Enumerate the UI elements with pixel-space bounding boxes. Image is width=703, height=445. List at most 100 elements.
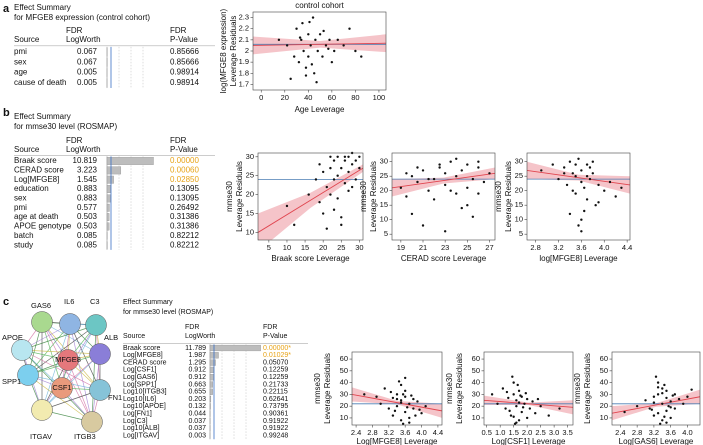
plot-frame [611, 351, 701, 426]
data-point [656, 381, 660, 384]
network-node [51, 377, 73, 399]
data-point [603, 189, 606, 192]
row-logworth: 0.883 [77, 184, 98, 193]
row-source: Log[SPP1] [123, 381, 157, 388]
data-point [591, 160, 595, 163]
data-point [403, 395, 407, 398]
row-logworth: 0.067 [77, 57, 98, 66]
column-header: FDR [170, 136, 187, 145]
row-pvalue: 0.85666 [170, 47, 199, 56]
network-node [89, 343, 111, 365]
data-point [405, 172, 408, 175]
data-point [313, 72, 316, 75]
row-logworth: 3.223 [77, 165, 98, 174]
plot-frame [391, 152, 496, 241]
table-subtitle: for mmse30 level (ROSMAP) [123, 309, 213, 316]
data-point [466, 204, 469, 207]
data-point [516, 383, 519, 387]
column-header: FDR [263, 324, 277, 331]
y-tick-label: 60 [472, 354, 480, 363]
row-pvalue: 0.12259 [263, 374, 288, 381]
x-tick-label: 4.0 [599, 243, 609, 252]
data-point [482, 180, 486, 184]
data-point [512, 381, 515, 384]
row-pvalue: 0.82212 [170, 240, 199, 249]
logworth-bar [209, 388, 213, 395]
data-point [387, 407, 391, 410]
row-source: sex [14, 57, 26, 66]
y-tick-label: 40 [340, 378, 348, 387]
data-point [551, 163, 554, 166]
y-tick-label: 2.1 [239, 35, 249, 44]
data-point [316, 49, 319, 53]
data-point [673, 407, 677, 410]
x-tick-label: 5 [267, 243, 271, 252]
logworth-bar [106, 166, 122, 175]
plot-frame [257, 152, 364, 241]
row-source: CERAD score [123, 359, 167, 366]
data-point [665, 396, 668, 400]
y-axis-label: Leverage Residuals [235, 161, 244, 232]
row-source: Log[C3] [123, 418, 148, 425]
panel-label: a [3, 3, 10, 15]
row-pvalue: 0.02850 [170, 175, 199, 184]
row-logworth: 0.663 [188, 381, 206, 388]
data-point [403, 389, 407, 393]
data-point [363, 393, 366, 396]
data-point [496, 402, 499, 406]
data-point [656, 386, 660, 389]
data-point [466, 163, 469, 166]
data-point [395, 397, 399, 401]
data-point [539, 404, 542, 408]
data-point [438, 166, 441, 169]
data-point [686, 395, 689, 398]
x-tick-label: 23 [441, 243, 449, 252]
logworth-bar [209, 366, 215, 373]
data-point [427, 189, 430, 192]
data-point [654, 375, 658, 378]
row-logworth: 0.912 [188, 367, 206, 374]
data-point [656, 393, 660, 396]
x-tick-label: 19 [397, 243, 405, 252]
row-source: Braak score [14, 156, 57, 165]
data-point [531, 400, 534, 403]
data-point [408, 416, 411, 420]
row-source: sex [14, 194, 26, 203]
y-tick-label: 10 [472, 413, 480, 422]
y-tick-label: 30 [340, 389, 348, 398]
chart-title: control cohort [295, 1, 344, 10]
data-point [348, 27, 351, 30]
data-point [350, 163, 354, 166]
data-point [690, 388, 693, 391]
data-point [302, 49, 305, 53]
y-tick-label: 15 [246, 209, 254, 218]
data-point [315, 81, 318, 84]
x-tick-label: 4.0 [416, 428, 426, 437]
data-point [412, 397, 415, 401]
data-point [515, 404, 518, 408]
x-axis-label: Log[GAS6] Leverage [619, 437, 694, 445]
data-point [395, 404, 399, 408]
column-header: FDR [170, 26, 187, 35]
y-tick-label: 2.2 [239, 24, 249, 33]
network-edge [27, 323, 71, 376]
data-point [449, 160, 452, 163]
row-source: study [14, 240, 33, 249]
data-point [667, 404, 670, 408]
data-point [292, 55, 296, 58]
y-tick-label: 20 [246, 190, 254, 199]
y-tick-label: 2 [245, 46, 249, 55]
data-point [325, 185, 328, 189]
network-node [31, 311, 53, 333]
data-point [389, 390, 393, 394]
row-pvalue: 0.00060 [170, 165, 199, 174]
column-header: FDR [66, 26, 83, 35]
row-logworth: 0.503 [77, 222, 98, 231]
row-source: Log10[ITGB3] [123, 389, 167, 396]
data-point [505, 390, 509, 394]
data-point [509, 414, 513, 417]
x-tick-label: 0 [259, 93, 263, 102]
network-edge [41, 321, 63, 389]
data-point [421, 169, 425, 172]
row-source: Braak score [123, 345, 160, 352]
